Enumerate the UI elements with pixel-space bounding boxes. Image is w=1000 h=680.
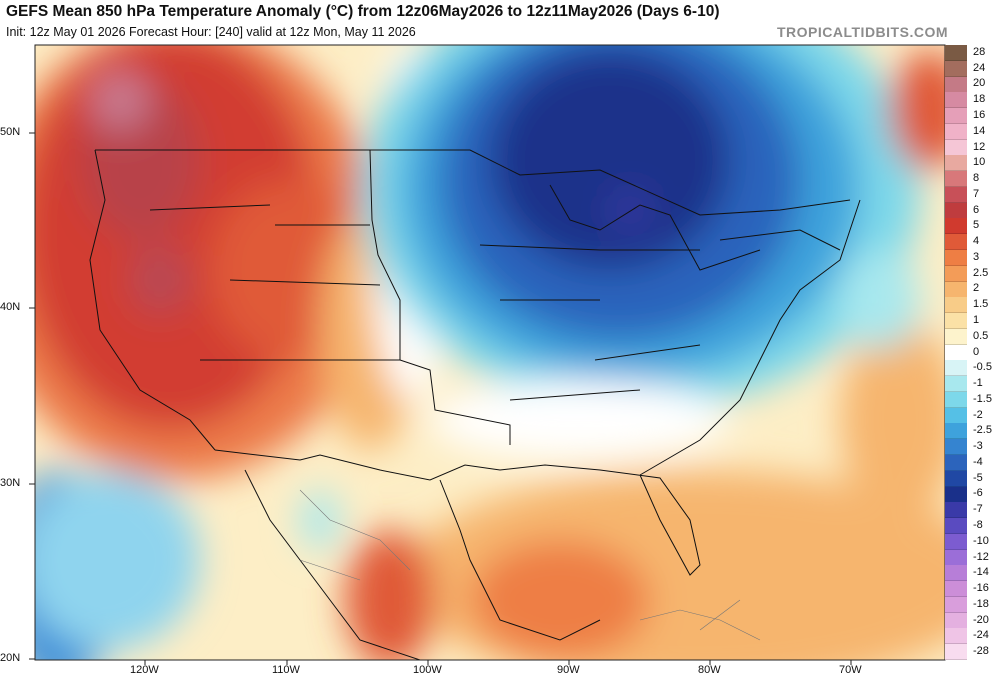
legend-swatch (945, 171, 967, 188)
legend-label: -18 (973, 597, 989, 610)
map-title: GEFS Mean 850 hPa Temperature Anomaly (°… (6, 3, 720, 20)
legend-swatch (945, 549, 967, 566)
legend-label: 20 (973, 77, 986, 90)
legend-label: -1 (973, 377, 983, 390)
legend-label: -0.5 (973, 361, 992, 374)
legend-label: 12 (973, 140, 986, 153)
legend-label: -8 (973, 518, 983, 531)
legend-swatch (945, 439, 967, 456)
legend-swatch (945, 328, 967, 345)
legend-label: -20 (973, 613, 989, 626)
legend-swatch (945, 596, 967, 613)
legend-label: -1.5 (973, 392, 992, 405)
legend-swatch (945, 407, 967, 424)
legend-label: 28 (973, 45, 986, 58)
lon-label-110w: 110W (272, 664, 300, 676)
legend-label: 18 (973, 93, 986, 106)
legend-label: -10 (973, 534, 989, 547)
legend-label: -2.5 (973, 424, 992, 437)
legend-swatch (945, 344, 967, 361)
lat-label-50n: 50N (0, 126, 21, 138)
legend-swatch (945, 470, 967, 487)
site-watermark: TROPICALTIDBITS.COM (776, 24, 948, 40)
legend-label: 8 (973, 172, 980, 185)
lat-label-30n: 30N (0, 477, 21, 489)
legend-label: 2.5 (973, 266, 989, 279)
color-legend (945, 45, 967, 661)
legend-label: 1.5 (973, 298, 989, 311)
legend-label: 5 (973, 219, 980, 232)
legend-swatch (945, 423, 967, 440)
map-subtitle: Init: 12z May 01 2026 Forecast Hour: [24… (6, 25, 416, 39)
legend-swatch (945, 76, 967, 93)
legend-label: -7 (973, 503, 983, 516)
legend-swatch (945, 265, 967, 282)
legend-label: -2 (973, 408, 983, 421)
legend-label: -5 (973, 471, 983, 484)
legend-swatch (945, 518, 967, 535)
legend-swatch (945, 297, 967, 314)
legend-swatch (945, 581, 967, 598)
legend-label: -6 (973, 487, 983, 500)
legend-label: -4 (973, 455, 983, 468)
legend-label: 7 (973, 187, 980, 200)
legend-swatch (945, 281, 967, 298)
legend-swatch (945, 533, 967, 550)
legend-swatch (945, 565, 967, 582)
lon-label-90w: 90W (557, 664, 580, 676)
legend-swatch (945, 218, 967, 235)
lat-label-40n: 40N (0, 301, 21, 313)
legend-label: 0.5 (973, 329, 989, 342)
legend-swatch (945, 628, 967, 645)
legend-swatch (945, 360, 967, 377)
lon-label-70w: 70W (839, 664, 862, 676)
legend-swatch (945, 250, 967, 266)
legend-label: 10 (973, 156, 986, 169)
lon-label-80w: 80W (698, 664, 721, 676)
lon-label-120w: 120W (130, 664, 159, 676)
legend-label: 24 (973, 61, 986, 74)
legend-swatch (945, 139, 967, 156)
lat-label-20n: 20N (0, 652, 21, 664)
legend-label: -16 (973, 582, 989, 595)
legend-swatch (945, 234, 967, 251)
legend-label: -3 (973, 440, 983, 453)
legend-swatch (945, 644, 967, 661)
legend-swatch (945, 92, 967, 109)
legend-swatch (945, 502, 967, 519)
legend-swatch (945, 455, 967, 471)
legend-label: 14 (973, 124, 986, 137)
legend-swatch (945, 612, 967, 629)
legend-label: 0 (973, 345, 980, 358)
legend-label: -28 (973, 645, 989, 658)
legend-swatch (945, 108, 967, 125)
legend-label: 4 (973, 235, 980, 248)
legend-swatch (945, 202, 967, 219)
legend-swatch (945, 186, 967, 203)
legend-label: 3 (973, 250, 980, 263)
legend-swatch (945, 60, 967, 77)
legend-swatch (945, 486, 967, 503)
legend-label: -24 (973, 629, 989, 642)
legend-label: 16 (973, 108, 986, 121)
legend-label: -14 (973, 566, 989, 579)
legend-label: 2 (973, 282, 980, 295)
legend-label: 6 (973, 203, 980, 216)
lon-label-100w: 100W (413, 664, 442, 676)
legend-swatch (945, 376, 967, 393)
legend-swatch (945, 313, 967, 330)
legend-swatch (945, 45, 967, 61)
legend-swatch (945, 123, 967, 140)
legend-label: -12 (973, 550, 989, 563)
legend-label: 1 (973, 313, 980, 326)
legend-swatch (945, 155, 967, 172)
legend-swatch (945, 391, 967, 408)
